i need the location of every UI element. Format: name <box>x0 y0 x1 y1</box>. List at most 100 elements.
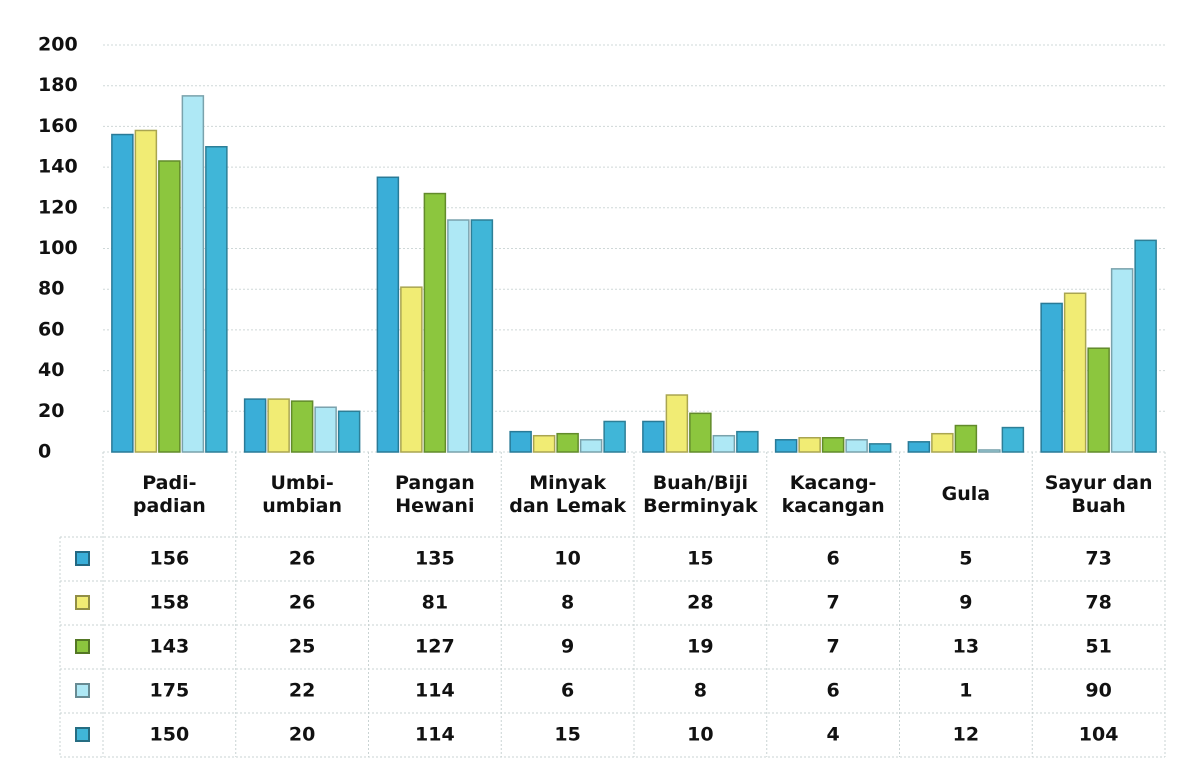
bar <box>931 432 954 453</box>
bar <box>1063 292 1087 453</box>
bar <box>181 95 205 453</box>
table-value: 9 <box>561 636 574 658</box>
table-value: 156 <box>150 548 190 570</box>
bar <box>376 176 400 453</box>
bar <box>821 437 845 453</box>
bar <box>603 420 626 453</box>
table-value: 10 <box>687 724 713 746</box>
table-value: 7 <box>827 636 840 658</box>
legend-key <box>75 683 90 698</box>
bar <box>736 430 759 453</box>
table-value: 13 <box>953 636 979 658</box>
bar <box>845 439 868 453</box>
bar <box>1110 268 1134 453</box>
y-tick-label: 160 <box>38 115 78 137</box>
bar <box>1134 239 1157 453</box>
table-value: 15 <box>554 724 580 746</box>
y-tick-label: 140 <box>38 156 78 178</box>
bar <box>243 398 267 453</box>
bar <box>470 219 494 453</box>
table-value: 6 <box>827 548 840 570</box>
table-value: 135 <box>415 548 455 570</box>
table-value: 22 <box>289 680 315 702</box>
legend-key <box>75 595 90 610</box>
bar <box>134 129 158 453</box>
y-tick-label: 200 <box>38 34 78 56</box>
table-value: 25 <box>289 636 315 658</box>
table-value: 81 <box>422 592 448 614</box>
table-value: 10 <box>554 548 580 570</box>
table-value: 73 <box>1085 548 1111 570</box>
x-tick-label: Padi-padian <box>133 472 206 517</box>
table-value: 12 <box>953 724 979 746</box>
x-tick-label: Buah/Biji Berminyak <box>643 472 758 517</box>
y-tick-label: 100 <box>38 237 78 259</box>
x-tick-label: Gula <box>942 483 990 505</box>
table-value: 104 <box>1079 724 1119 746</box>
bar <box>314 406 337 453</box>
bar <box>665 394 689 453</box>
legend-key <box>75 639 90 654</box>
bar <box>954 424 978 453</box>
bar <box>868 443 892 453</box>
table-value: 114 <box>415 680 455 702</box>
legend-key <box>75 551 90 566</box>
table-value: 9 <box>959 592 972 614</box>
table-value: 19 <box>687 636 713 658</box>
y-tick-label: 20 <box>38 400 64 422</box>
bar <box>1087 347 1110 453</box>
table-value: 6 <box>561 680 574 702</box>
bar <box>111 133 134 453</box>
bar <box>205 146 228 453</box>
x-tick-label: Sayur dan Buah <box>1045 472 1153 517</box>
table-value: 1 <box>959 680 972 702</box>
y-tick-label: 40 <box>38 359 64 381</box>
table-value: 4 <box>827 724 840 746</box>
table-value: 143 <box>150 636 190 658</box>
y-tick-label: 120 <box>38 196 78 218</box>
table-value: 90 <box>1085 680 1111 702</box>
bar <box>978 449 1001 453</box>
table-value: 7 <box>827 592 840 614</box>
bar <box>579 439 603 453</box>
table-value: 26 <box>289 548 315 570</box>
table-value: 28 <box>687 592 713 614</box>
table-value: 5 <box>959 548 972 570</box>
bar <box>290 400 314 453</box>
y-tick-label: 60 <box>38 318 64 340</box>
x-tick-label: Kacang-kacangan <box>782 472 885 517</box>
bar <box>556 432 579 453</box>
table-value: 26 <box>289 592 315 614</box>
bar <box>447 219 470 453</box>
bar <box>689 412 712 453</box>
table-value: 51 <box>1085 636 1111 658</box>
bar <box>907 441 931 453</box>
table-value: 78 <box>1085 592 1111 614</box>
bar <box>509 430 532 453</box>
table-value: 8 <box>694 680 707 702</box>
bar <box>774 439 798 453</box>
bar <box>337 410 361 453</box>
table-value: 150 <box>150 724 190 746</box>
bar <box>712 434 736 453</box>
bar <box>158 160 181 453</box>
table-value: 8 <box>561 592 574 614</box>
bar <box>798 437 821 453</box>
bar <box>267 398 290 453</box>
table-value: 114 <box>415 724 455 746</box>
table-value: 15 <box>687 548 713 570</box>
table-value: 127 <box>415 636 455 658</box>
bar <box>423 192 447 453</box>
y-tick-label: 0 <box>38 441 51 463</box>
y-tick-label: 80 <box>38 278 64 300</box>
bar <box>532 434 556 453</box>
table-value: 175 <box>150 680 190 702</box>
bar <box>1001 426 1025 453</box>
bar <box>642 420 665 453</box>
x-tick-label: Minyak dan Lemak <box>509 472 626 517</box>
x-tick-label: Pangan Hewani <box>395 472 475 517</box>
legend-key <box>75 727 90 742</box>
bar <box>400 286 423 453</box>
table-value: 6 <box>827 680 840 702</box>
